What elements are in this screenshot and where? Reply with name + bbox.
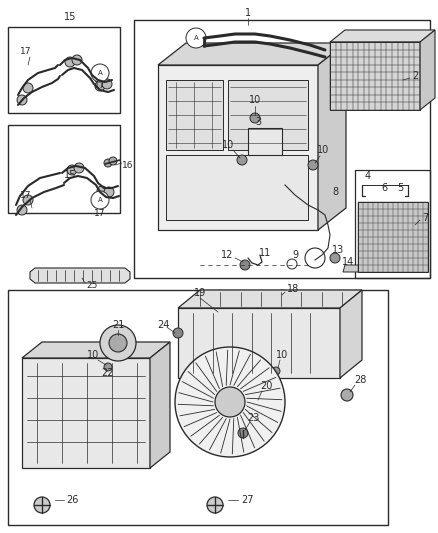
Polygon shape: [340, 290, 362, 378]
Circle shape: [104, 159, 112, 167]
Polygon shape: [178, 290, 362, 308]
Text: 17: 17: [20, 190, 32, 199]
Bar: [8, 290, 388, 525]
Polygon shape: [420, 30, 435, 110]
Circle shape: [97, 186, 107, 196]
Circle shape: [17, 95, 27, 105]
Circle shape: [277, 290, 287, 300]
Text: 21: 21: [112, 320, 124, 330]
Text: 22: 22: [102, 368, 114, 378]
Text: 14: 14: [342, 257, 354, 267]
Text: 7: 7: [422, 213, 428, 223]
Text: 2: 2: [412, 71, 418, 81]
Polygon shape: [166, 155, 308, 220]
Circle shape: [308, 160, 318, 170]
Polygon shape: [358, 202, 428, 272]
Bar: [355, 170, 430, 278]
Text: 6: 6: [381, 183, 387, 193]
Text: 10: 10: [276, 350, 288, 360]
Polygon shape: [178, 308, 340, 378]
Bar: [248, 128, 282, 155]
Bar: [134, 20, 430, 278]
Circle shape: [341, 389, 353, 401]
Circle shape: [330, 253, 340, 263]
Text: 25: 25: [86, 280, 98, 289]
Polygon shape: [158, 65, 318, 230]
Circle shape: [17, 205, 27, 215]
Circle shape: [207, 497, 223, 513]
Polygon shape: [22, 342, 170, 358]
Text: 28: 28: [354, 375, 366, 385]
Text: 12: 12: [221, 250, 233, 260]
Polygon shape: [343, 265, 362, 272]
Text: 3: 3: [255, 117, 261, 127]
Circle shape: [238, 428, 248, 438]
Circle shape: [74, 163, 84, 173]
Circle shape: [240, 260, 250, 270]
Text: 19: 19: [194, 288, 206, 298]
Text: A: A: [194, 35, 198, 41]
Polygon shape: [330, 42, 420, 110]
Text: 4: 4: [365, 171, 371, 181]
Text: 15: 15: [64, 170, 76, 180]
Text: 20: 20: [260, 381, 272, 391]
Circle shape: [100, 325, 136, 361]
Text: 26: 26: [66, 495, 78, 505]
Circle shape: [23, 83, 33, 93]
Text: 15: 15: [64, 12, 76, 22]
Circle shape: [34, 497, 50, 513]
Text: 13: 13: [332, 245, 344, 255]
Circle shape: [91, 191, 109, 209]
Polygon shape: [22, 358, 150, 468]
Text: 10: 10: [317, 145, 329, 155]
Text: 10: 10: [87, 350, 99, 360]
Circle shape: [102, 79, 112, 89]
Circle shape: [104, 187, 114, 197]
Circle shape: [287, 259, 297, 269]
Text: 17: 17: [20, 47, 32, 56]
Text: 10: 10: [222, 140, 234, 150]
Text: 9: 9: [292, 250, 298, 260]
Circle shape: [186, 28, 206, 48]
Polygon shape: [30, 268, 130, 283]
Circle shape: [215, 387, 245, 417]
Text: 11: 11: [259, 248, 271, 258]
Bar: [8, 27, 120, 113]
Polygon shape: [166, 80, 223, 150]
Text: 17: 17: [94, 80, 106, 90]
Circle shape: [272, 367, 280, 375]
Text: 23: 23: [247, 413, 259, 423]
Circle shape: [23, 195, 33, 205]
Circle shape: [104, 363, 112, 371]
Circle shape: [109, 334, 127, 352]
Circle shape: [173, 328, 183, 338]
Circle shape: [109, 157, 117, 165]
Text: 10: 10: [249, 95, 261, 105]
Text: 18: 18: [287, 284, 299, 294]
Circle shape: [250, 113, 260, 123]
Circle shape: [175, 347, 285, 457]
Text: A: A: [98, 197, 102, 203]
Circle shape: [91, 64, 109, 82]
Polygon shape: [228, 80, 308, 150]
Polygon shape: [318, 43, 346, 230]
Text: 24: 24: [157, 320, 169, 330]
Polygon shape: [150, 342, 170, 468]
Circle shape: [237, 155, 247, 165]
Bar: [8, 125, 120, 213]
Text: 16: 16: [122, 160, 134, 169]
Text: 1: 1: [245, 8, 251, 18]
Circle shape: [67, 165, 77, 175]
Text: 27: 27: [241, 495, 253, 505]
Circle shape: [72, 55, 82, 65]
Polygon shape: [158, 43, 346, 65]
Circle shape: [95, 81, 105, 91]
Text: 17: 17: [94, 208, 106, 217]
Polygon shape: [330, 30, 435, 42]
Text: A: A: [98, 70, 102, 76]
Text: 8: 8: [332, 187, 338, 197]
Text: 5: 5: [397, 183, 403, 193]
Circle shape: [65, 57, 75, 67]
